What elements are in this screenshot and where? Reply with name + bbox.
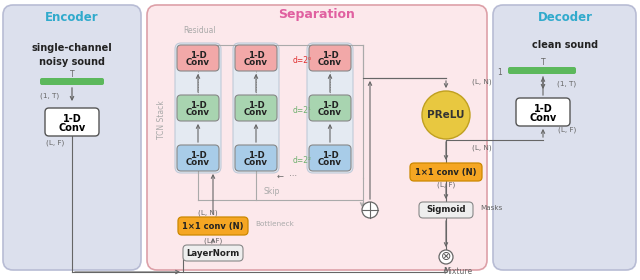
Text: Skip: Skip [264,188,280,197]
Text: Sigmoid: Sigmoid [426,206,466,214]
Text: 1-D: 1-D [322,101,339,109]
Text: 1-D: 1-D [189,101,206,109]
Text: 1: 1 [498,67,502,76]
FancyBboxPatch shape [516,98,570,126]
Text: (L, F): (L, F) [204,238,222,244]
Text: (1, T): (1, T) [557,81,576,87]
Text: d=2²: d=2² [293,155,312,165]
FancyBboxPatch shape [178,217,248,235]
Text: 1-D: 1-D [248,101,264,109]
FancyBboxPatch shape [3,5,141,270]
Text: 1-D: 1-D [322,50,339,60]
FancyBboxPatch shape [307,43,353,173]
FancyBboxPatch shape [177,145,219,171]
Text: 1-D: 1-D [248,50,264,60]
Text: ⊗: ⊗ [441,251,451,263]
Circle shape [439,250,453,264]
Text: T: T [70,69,74,78]
FancyBboxPatch shape [309,145,351,171]
Text: (1, T): (1, T) [40,93,59,99]
Text: Conv: Conv [529,113,557,123]
Text: clean sound: clean sound [532,40,598,50]
Text: (L, N): (L, N) [472,145,492,151]
Text: Conv: Conv [58,123,86,133]
Text: single-channel
noisy sound: single-channel noisy sound [31,43,113,67]
Text: Conv: Conv [186,158,210,167]
Text: Conv: Conv [186,57,210,67]
FancyBboxPatch shape [419,202,473,218]
Text: 1-D: 1-D [189,151,206,160]
FancyBboxPatch shape [40,78,104,85]
FancyBboxPatch shape [177,45,219,71]
Text: 1×1 conv (N): 1×1 conv (N) [415,167,477,176]
FancyBboxPatch shape [508,67,576,74]
Text: Conv: Conv [244,108,268,116]
FancyBboxPatch shape [309,45,351,71]
Text: 1-D: 1-D [322,151,339,160]
Text: 1-D: 1-D [248,151,264,160]
Text: Bottleneck: Bottleneck [255,221,294,227]
Text: d=2⁰: d=2⁰ [293,55,312,64]
Text: 1-D: 1-D [63,114,81,124]
Text: (L, F): (L, F) [558,127,576,133]
Circle shape [362,202,378,218]
FancyBboxPatch shape [233,43,279,173]
FancyBboxPatch shape [410,163,482,181]
FancyBboxPatch shape [45,108,99,136]
Text: T: T [541,57,545,67]
Text: PReLU: PReLU [428,110,465,120]
Text: (L, N): (L, N) [472,79,492,85]
Text: (L, N): (L, N) [198,210,218,216]
Circle shape [422,91,470,139]
Text: 1-D: 1-D [534,104,552,114]
Text: 1×1 conv (N): 1×1 conv (N) [182,221,244,230]
Text: Decoder: Decoder [538,11,593,24]
Text: (L, F): (L, F) [437,182,455,188]
Text: (L, F): (L, F) [46,140,64,146]
Text: ←  ···: ← ··· [277,171,297,181]
FancyBboxPatch shape [235,45,277,71]
Text: Conv: Conv [318,108,342,116]
Text: Mixture: Mixture [444,267,472,276]
Text: Residual: Residual [184,25,216,34]
Text: d=2¹: d=2¹ [293,106,312,115]
Text: Conv: Conv [318,57,342,67]
Text: Separation: Separation [278,8,355,20]
Text: Conv: Conv [186,108,210,116]
FancyBboxPatch shape [309,95,351,121]
FancyBboxPatch shape [235,95,277,121]
FancyBboxPatch shape [493,5,636,270]
FancyBboxPatch shape [235,145,277,171]
Text: 1-D: 1-D [189,50,206,60]
Text: Conv: Conv [244,158,268,167]
Text: TCN Stack: TCN Stack [157,101,166,139]
FancyBboxPatch shape [177,95,219,121]
Text: Masks: Masks [480,205,502,211]
FancyBboxPatch shape [183,245,243,261]
Text: Encoder: Encoder [45,11,99,24]
FancyBboxPatch shape [175,43,221,173]
FancyBboxPatch shape [147,5,487,270]
Text: LayerNorm: LayerNorm [186,249,239,258]
Text: Conv: Conv [244,57,268,67]
Text: Conv: Conv [318,158,342,167]
